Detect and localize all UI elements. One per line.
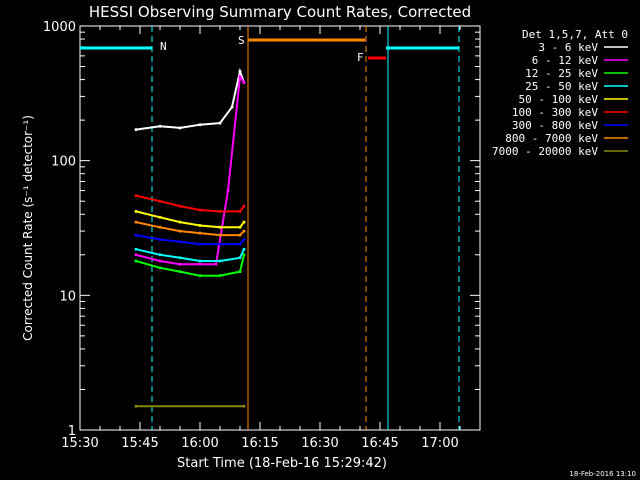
data-point <box>242 237 246 241</box>
data-point <box>242 404 246 408</box>
data-point <box>218 225 222 229</box>
data-point <box>214 262 218 266</box>
annotation-label: F <box>357 51 364 64</box>
data-point <box>178 220 182 224</box>
annotation-label: S <box>238 34 245 47</box>
data-point <box>218 233 222 237</box>
data-point <box>198 262 202 266</box>
data-point <box>238 209 242 213</box>
y-tick-label: 100 <box>51 155 76 170</box>
y-tick-label: 1000 <box>43 20 76 35</box>
data-point <box>242 204 246 208</box>
data-point <box>242 220 246 224</box>
data-point <box>238 256 242 260</box>
legend-entry: 3 - 6 keV <box>538 41 598 54</box>
chart-title: HESSI Observing Summary Count Rates, Cor… <box>89 3 471 21</box>
legend-entry: 25 - 50 keV <box>525 80 598 93</box>
x-axis-label: Start Time (18-Feb-16 15:29:42) <box>177 456 387 471</box>
data-point <box>178 229 182 233</box>
x-tick-label: 15:30 <box>61 436 98 451</box>
data-point <box>238 242 242 246</box>
data-point <box>158 124 162 128</box>
data-point <box>238 75 242 79</box>
legend-entry: 12 - 25 keV <box>525 67 598 80</box>
data-point <box>158 266 162 270</box>
data-point <box>134 209 138 213</box>
legend-title: Det 1,5,7, Att 0 <box>522 28 628 41</box>
plot-area: 15:30 15:45 16:00 16:15 16:30 16:45 17:00 1 10 10… <box>43 20 481 451</box>
data-point <box>178 240 182 244</box>
data-point <box>134 404 138 408</box>
x-tick-label: 16:30 <box>301 436 338 451</box>
data-point <box>134 220 138 224</box>
data-point <box>178 126 182 130</box>
data-point <box>134 259 138 263</box>
data-point <box>218 259 222 263</box>
data-point <box>238 233 242 237</box>
data-point <box>242 229 246 233</box>
data-point <box>178 204 182 208</box>
data-point <box>158 199 162 203</box>
y-axis-label: Corrected Count Rate (s⁻¹ detector⁻¹) <box>21 115 35 341</box>
data-point <box>218 274 222 278</box>
annotation-label: N <box>160 40 167 53</box>
data-point <box>198 274 202 278</box>
data-point <box>198 208 202 212</box>
data-point <box>158 225 162 229</box>
data-point <box>242 247 246 251</box>
y-tick-label: 10 <box>59 289 76 304</box>
legend-entry: 800 - 7000 keV <box>505 132 598 145</box>
legend-entry: 7000 - 20000 keV <box>492 145 598 158</box>
data-point <box>134 247 138 251</box>
data-point <box>158 237 162 241</box>
x-tick-label: 16:00 <box>181 436 218 451</box>
data-point <box>134 128 138 132</box>
legend-entry: 6 - 12 keV <box>532 54 599 67</box>
data-point <box>198 242 202 246</box>
data-point <box>134 253 138 257</box>
data-point <box>238 225 242 229</box>
y-tick-label: 1 <box>68 424 76 439</box>
data-point <box>218 242 222 246</box>
data-point <box>158 253 162 257</box>
series-line <box>135 73 245 266</box>
data-point <box>198 259 202 263</box>
data-point <box>198 123 202 127</box>
plot-frame <box>79 25 481 431</box>
data-point <box>158 259 162 263</box>
data-point <box>198 231 202 235</box>
data-point <box>238 69 242 73</box>
data-point <box>218 121 222 125</box>
data-point <box>226 189 230 193</box>
x-tick-label: 16:15 <box>241 436 278 451</box>
x-tick-label: 17:00 <box>421 436 458 451</box>
data-point <box>238 270 242 274</box>
data-point <box>178 262 182 266</box>
data-point <box>134 233 138 237</box>
data-point <box>242 81 246 85</box>
data-point <box>198 224 202 228</box>
timestamp: 18-Feb-2016 13:10 <box>569 470 636 478</box>
x-tick-label: 16:45 <box>361 436 398 451</box>
data-point <box>242 253 246 257</box>
legend-entry: 100 - 300 keV <box>512 106 598 119</box>
data-point <box>218 209 222 213</box>
data-point <box>230 105 234 109</box>
legend-entry: 300 - 800 keV <box>512 119 598 132</box>
legend-entry: 50 - 100 keV <box>519 93 599 106</box>
x-tick-label: 15:45 <box>121 436 158 451</box>
data-point <box>158 215 162 219</box>
data-point <box>178 256 182 260</box>
data-point <box>134 194 138 198</box>
data-point <box>178 270 182 274</box>
